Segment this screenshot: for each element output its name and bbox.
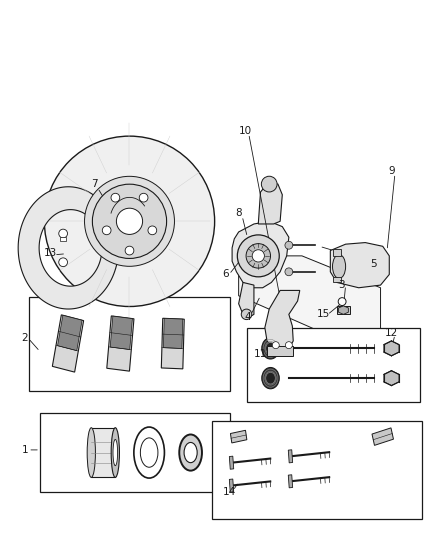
Polygon shape bbox=[372, 428, 393, 446]
Polygon shape bbox=[29, 297, 230, 391]
Polygon shape bbox=[247, 328, 420, 402]
Polygon shape bbox=[384, 341, 399, 356]
Polygon shape bbox=[384, 370, 399, 385]
Text: 9: 9 bbox=[388, 166, 395, 176]
Polygon shape bbox=[337, 306, 350, 314]
Text: 1: 1 bbox=[21, 445, 28, 455]
Polygon shape bbox=[230, 456, 234, 469]
Circle shape bbox=[261, 176, 277, 192]
Polygon shape bbox=[40, 413, 230, 492]
Polygon shape bbox=[18, 187, 119, 309]
Text: 3: 3 bbox=[338, 280, 345, 290]
Polygon shape bbox=[161, 318, 184, 369]
Polygon shape bbox=[107, 316, 134, 371]
Ellipse shape bbox=[111, 427, 120, 478]
Polygon shape bbox=[230, 479, 234, 492]
Text: 15: 15 bbox=[317, 309, 330, 319]
Text: 7: 7 bbox=[91, 179, 98, 189]
Circle shape bbox=[252, 250, 265, 262]
Circle shape bbox=[241, 309, 252, 320]
Ellipse shape bbox=[87, 427, 95, 478]
Polygon shape bbox=[91, 427, 115, 478]
Circle shape bbox=[44, 136, 215, 306]
Text: 11: 11 bbox=[254, 349, 267, 359]
Text: 6: 6 bbox=[222, 270, 229, 279]
Polygon shape bbox=[332, 277, 341, 282]
Polygon shape bbox=[53, 315, 84, 372]
Circle shape bbox=[285, 241, 293, 249]
Circle shape bbox=[272, 342, 279, 349]
Text: 5: 5 bbox=[371, 259, 377, 269]
Polygon shape bbox=[239, 282, 254, 317]
Ellipse shape bbox=[113, 439, 117, 466]
Polygon shape bbox=[288, 450, 293, 463]
Circle shape bbox=[285, 268, 293, 276]
Polygon shape bbox=[60, 237, 66, 241]
Text: 10: 10 bbox=[239, 126, 252, 136]
Ellipse shape bbox=[140, 438, 158, 467]
Circle shape bbox=[111, 193, 120, 202]
Polygon shape bbox=[212, 421, 422, 519]
Text: 13: 13 bbox=[44, 248, 57, 258]
Polygon shape bbox=[265, 290, 300, 352]
Circle shape bbox=[286, 342, 292, 349]
Polygon shape bbox=[267, 346, 293, 356]
Text: 8: 8 bbox=[235, 208, 242, 219]
Circle shape bbox=[148, 226, 157, 235]
Polygon shape bbox=[239, 256, 381, 330]
Polygon shape bbox=[232, 221, 289, 288]
Circle shape bbox=[59, 229, 67, 238]
Text: 4: 4 bbox=[244, 312, 251, 322]
Ellipse shape bbox=[262, 368, 279, 389]
Polygon shape bbox=[258, 181, 283, 224]
Circle shape bbox=[85, 176, 174, 266]
Circle shape bbox=[92, 184, 166, 259]
Polygon shape bbox=[110, 316, 132, 350]
Circle shape bbox=[125, 246, 134, 255]
Circle shape bbox=[139, 193, 148, 202]
Text: 2: 2 bbox=[21, 333, 28, 343]
Polygon shape bbox=[330, 243, 389, 288]
Ellipse shape bbox=[179, 434, 202, 471]
Ellipse shape bbox=[134, 427, 164, 478]
Polygon shape bbox=[332, 249, 341, 256]
Ellipse shape bbox=[184, 442, 197, 463]
Polygon shape bbox=[288, 475, 293, 488]
Ellipse shape bbox=[266, 343, 276, 354]
Circle shape bbox=[338, 297, 346, 305]
Text: 12: 12 bbox=[385, 328, 398, 338]
Polygon shape bbox=[163, 318, 183, 349]
Polygon shape bbox=[57, 315, 82, 351]
Ellipse shape bbox=[262, 338, 279, 359]
Polygon shape bbox=[230, 430, 247, 443]
Circle shape bbox=[102, 226, 111, 235]
Text: 14: 14 bbox=[223, 488, 236, 497]
Ellipse shape bbox=[332, 255, 346, 278]
Circle shape bbox=[59, 258, 67, 266]
Circle shape bbox=[246, 244, 271, 268]
Ellipse shape bbox=[266, 372, 276, 384]
Circle shape bbox=[117, 208, 143, 235]
Polygon shape bbox=[339, 306, 348, 314]
Circle shape bbox=[237, 235, 279, 277]
